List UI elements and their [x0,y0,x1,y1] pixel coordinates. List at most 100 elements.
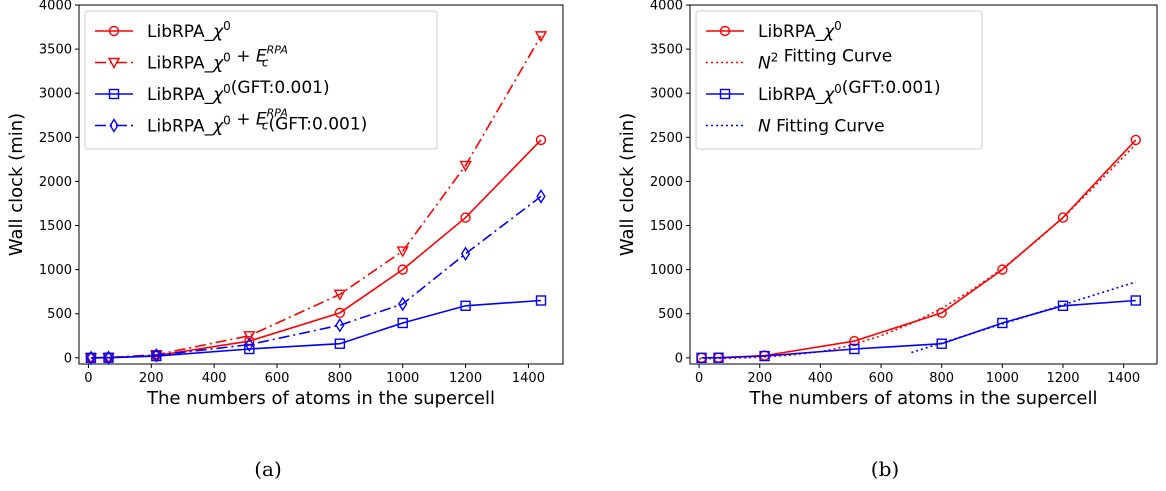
legend-label: LibRPA_χ0 [758,19,842,42]
y-tick-label: 2000 [39,175,72,190]
data-point-diamond [244,337,254,352]
data-point-circle [997,264,1008,275]
legend-box [84,10,438,150]
x-tick-label: 1200 [1046,371,1079,386]
x-tick-label: 1400 [1107,371,1140,386]
data-point-square [997,317,1008,329]
data-point-circle [334,307,346,319]
y-tick-label: 1000 [650,263,683,278]
data-point-square [759,350,770,362]
data-point-circle [719,25,731,37]
data-point-diamond [460,246,471,262]
chart-panel-b: 0 200 400 600 800 1000 1200 1400 0 500 1000 1500 200… [617,0,1158,481]
series-line [701,299,1136,359]
series-line [911,281,1137,354]
data-point-triangle [333,289,347,301]
data-point-square [936,338,947,349]
x-tick-label: 0 [84,371,92,386]
y-tick-label: 3500 [39,43,72,58]
data-point-square [713,352,724,363]
data-point-triangle [243,331,256,343]
series-line [90,299,542,359]
legend-label: N2 Fitting Curve [758,47,892,74]
legend-label: LibRPA_χ0(GFT:0.001) [758,78,941,105]
panel-caption: (b) [871,457,899,481]
data-point-triangle [107,57,121,69]
data-point-square [108,88,120,100]
legend-label: LibRPA_χ0 [147,19,231,42]
data-point-diamond [398,296,408,312]
data-point-diamond [109,118,119,133]
data-point-square [1057,300,1069,311]
y-tick-label: 1000 [39,263,72,278]
data-point-square [334,338,346,349]
x-tick-label: 600 [265,371,290,386]
data-point-diamond [151,348,161,363]
y-tick-label: 3000 [39,87,72,102]
data-point-diamond [335,317,345,333]
y-tick-label: 4000 [650,0,683,14]
data-point-circle [244,335,255,347]
data-point-triangle [396,246,409,258]
legend-box [695,10,983,150]
y-tick-label: 500 [47,307,72,322]
y-tick-label: 1500 [39,219,72,234]
x-tick-label: 400 [202,371,227,386]
data-point-circle [108,25,120,37]
data-point-circle [1057,212,1069,223]
x-axis-label: The numbers of atoms in the supercell [146,388,495,409]
data-point-square [696,352,707,364]
plot-area-frame [689,4,1158,365]
x-tick-label: 0 [695,371,703,386]
y-axis-label: Wall clock (min) [617,113,638,256]
data-point-diamond [86,350,96,366]
panel-caption: (a) [254,457,282,481]
y-tick-label: 3000 [650,87,683,102]
data-point-circle [460,212,471,223]
x-axis-label: The numbers of atoms in the supercell [748,388,1097,409]
series-line [90,195,542,359]
x-tick-label: 1000 [986,371,1019,386]
x-tick-label: 400 [808,371,833,386]
data-point-diamond [103,350,114,365]
data-point-square [719,88,731,100]
data-point-circle [535,134,547,146]
data-point-square [535,295,547,306]
data-point-circle [849,335,860,347]
x-tick-label: 1000 [386,371,419,386]
data-point-square [849,343,860,355]
legend-label: LibRPA_χ0 + ERPA c [147,44,288,74]
y-tick-label: 2500 [39,131,72,146]
series-line [701,139,1137,359]
series-line [699,143,1137,360]
legend-label: LibRPA_χ0(GFT:0.001) [147,78,330,105]
y-axis-label: Wall clock (min) [6,113,27,256]
y-tick-label: 2000 [650,175,683,190]
y-tick-label: 0 [64,351,72,366]
chart-panel-a: 0 200 400 600 800 1000 1200 1400 0 500 1000 1500 200… [6,0,564,481]
x-tick-label: 600 [869,371,894,386]
data-point-square [1130,295,1141,306]
data-point-triangle [534,31,548,43]
y-tick-label: 1500 [650,219,683,234]
data-point-square [397,317,408,329]
x-tick-label: 200 [139,371,164,386]
data-point-triangle [459,160,472,172]
legend-label: N Fitting Curve [758,117,885,137]
y-tick-label: 2500 [650,131,683,146]
y-tick-label: 3500 [650,43,683,58]
y-tick-label: 0 [675,351,683,366]
y-tick-label: 500 [658,307,683,322]
plot-area-frame [78,4,564,365]
data-point-diamond [536,189,546,204]
data-point-square [460,300,471,311]
x-tick-label: 200 [747,371,772,386]
legend: LibRPA_χ0 N2 Fitting Curve LibRPA_χ0(GFT:0… [695,10,983,150]
data-point-circle [397,264,408,275]
x-tick-label: 800 [327,371,352,386]
x-tick-label: 800 [929,371,954,386]
legend-label: LibRPA_χ0 + ERPA c(GFT:0.001) [147,107,367,137]
y-tick-label: 4000 [39,0,72,14]
